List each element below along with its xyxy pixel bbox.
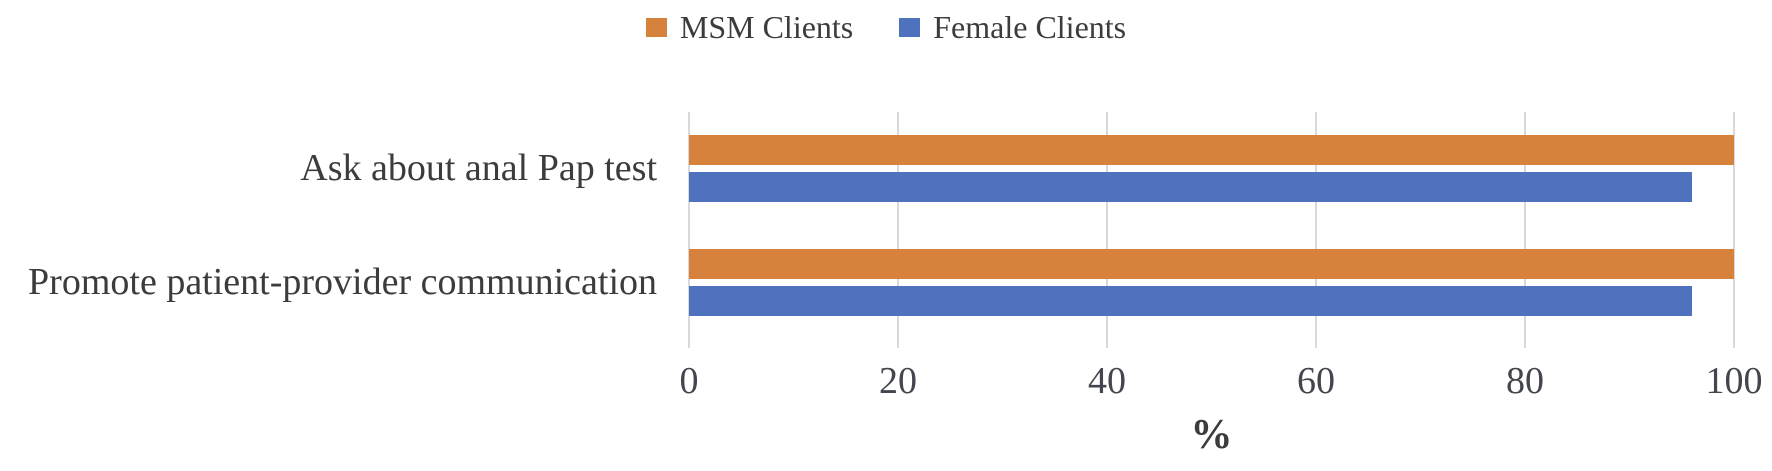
gridline [688,112,690,348]
x-axis-tick-label: 100 [1705,360,1763,402]
gridline [1733,112,1735,348]
bar-msm-clients [689,135,1734,165]
chart-legend: MSM Clients Female Clients [0,4,1772,50]
bar-female-clients [689,286,1693,316]
legend-swatch-icon [899,17,921,37]
gridline [1106,112,1108,348]
legend-swatch-icon [645,17,667,37]
x-axis-tick-label: 80 [1506,360,1544,402]
plot-area [688,112,1735,348]
bar-female-clients [689,172,1693,202]
x-axis-title: % [1190,412,1233,458]
legend-label: MSM Clients [679,9,854,45]
gridline [1315,112,1317,348]
category-label: Ask about anal Pap test [300,147,657,190]
x-axis-tick-label: 0 [679,360,699,402]
bar-msm-clients [689,249,1734,279]
legend-item: MSM Clients [645,9,854,45]
x-axis-tick-label: 40 [1088,360,1126,402]
x-axis-tick-label: 60 [1297,360,1335,402]
gridline [1524,112,1526,348]
category-label: Promote patient-provider communication [28,261,657,304]
x-axis-tick-label: 20 [879,360,917,402]
legend-item: Female Clients [899,11,1126,43]
gridline [897,112,899,348]
legend-label: Female Clients [933,9,1127,45]
